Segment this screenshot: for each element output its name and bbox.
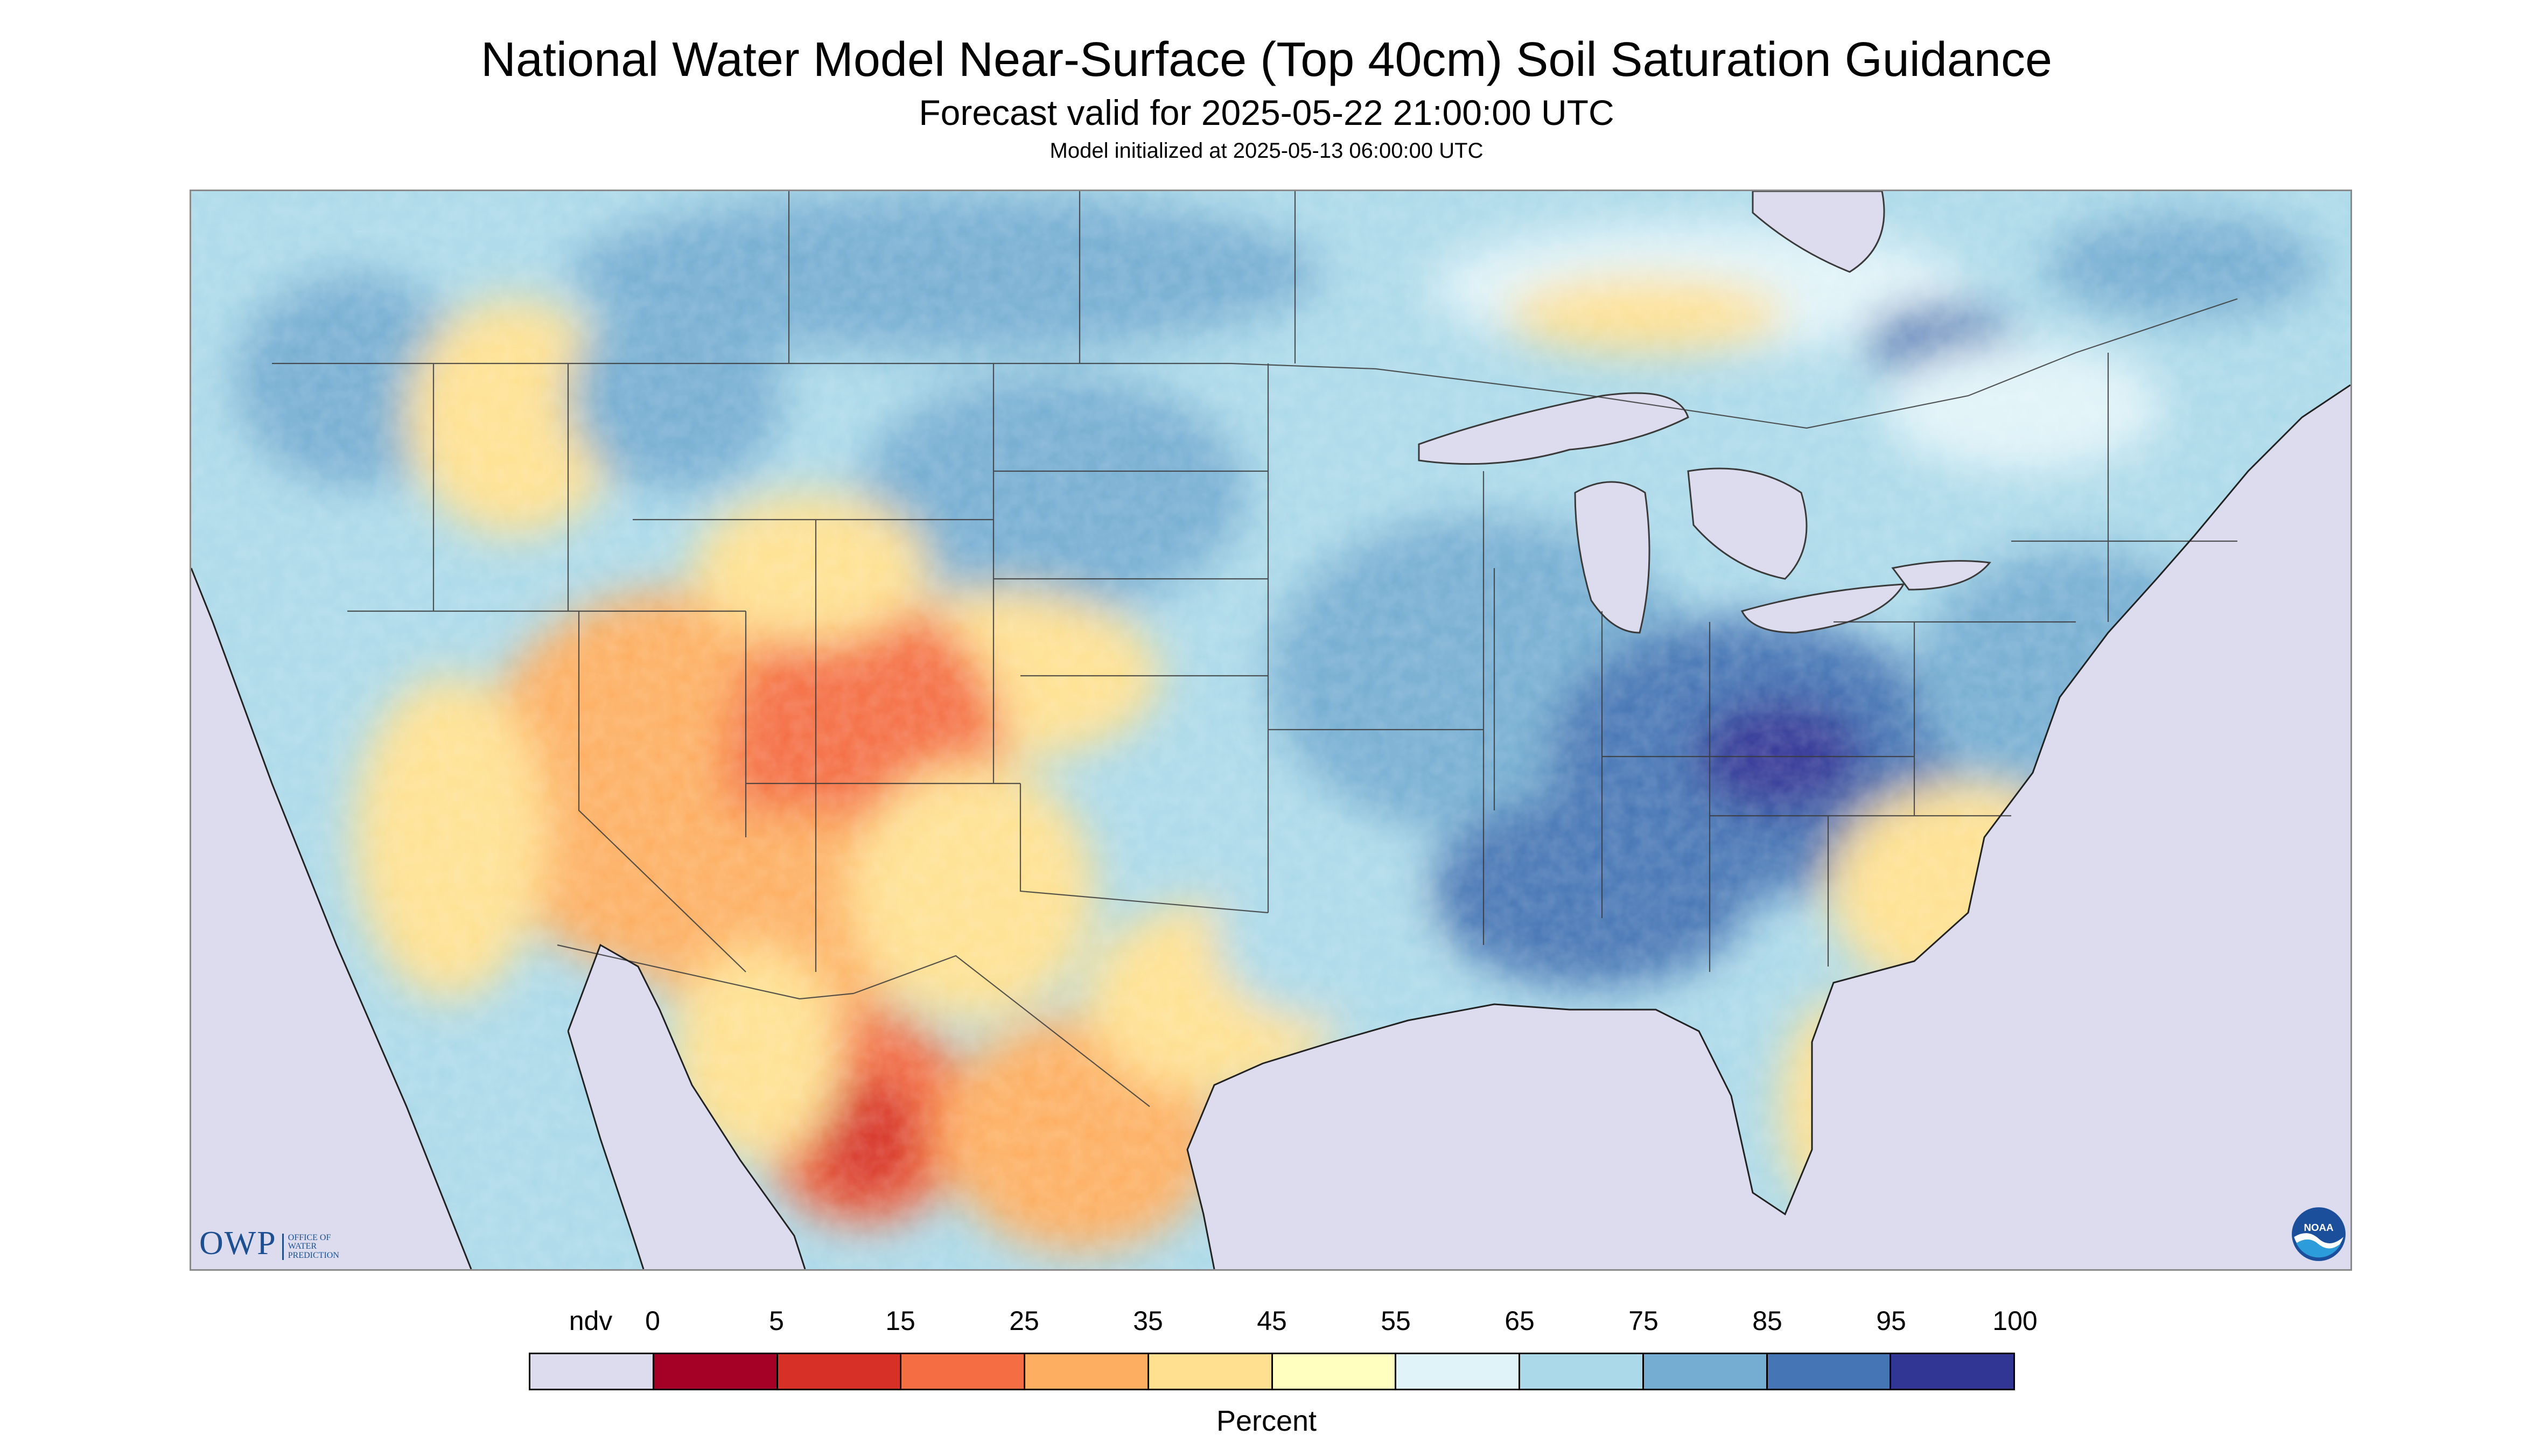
legend-swatch-0-5 — [654, 1354, 778, 1389]
great-lakes — [1418, 191, 1991, 634]
legend-tick-label: 0 — [645, 1306, 660, 1336]
legend-swatch-85-95 — [1767, 1354, 1892, 1389]
map-title: National Water Model Near-Surface (Top 4… — [480, 33, 2052, 87]
legend-labels: ndv 0 5 15 25 35 45 55 65 75 85 95 100 — [0, 1303, 2533, 1335]
legend-tick-label: 45 — [1257, 1306, 1287, 1336]
color-legend: ndv 0 5 15 25 35 45 55 65 75 85 95 100 Percent — [0, 1303, 2533, 1443]
legend-tick-label: 15 — [885, 1306, 915, 1336]
model-init-time: Model initialized at 2025-05-13 06:00:00… — [1049, 139, 1484, 163]
legend-swatch-35-45 — [1149, 1354, 1273, 1389]
forecast-valid-time: Forecast valid for 2025-05-22 21:00:00 U… — [919, 93, 1614, 132]
legend-unit-label: Percent — [1216, 1405, 1317, 1437]
noaa-logo-text: NOAA — [2304, 1222, 2334, 1233]
legend-tick-label: 5 — [769, 1306, 784, 1336]
legend-swatch-65-75 — [1520, 1354, 1644, 1389]
legend-colorbar — [529, 1353, 2015, 1390]
legend-swatch-15-25 — [901, 1354, 1025, 1389]
owp-logo-text: OFFICE OF WATER PREDICTION — [282, 1233, 339, 1260]
soil-saturation-map — [190, 190, 2352, 1271]
legend-tick-label: 100 — [1992, 1306, 2038, 1336]
legend-tick-label: 95 — [1876, 1306, 1906, 1336]
coastlines — [191, 384, 2350, 1269]
legend-tick-label: 75 — [1628, 1306, 1659, 1336]
legend-tick-label: 55 — [1381, 1306, 1411, 1336]
legend-swatch-ndv — [530, 1354, 654, 1389]
legend-swatch-25-35 — [1025, 1354, 1149, 1389]
noaa-logo: NOAA — [2292, 1207, 2346, 1261]
legend-swatch-55-65 — [1396, 1354, 1520, 1389]
political-borders — [272, 191, 2238, 1107]
legend-tick-label: 65 — [1505, 1306, 1535, 1336]
legend-swatch-45-55 — [1272, 1354, 1397, 1389]
legend-tick-label: 85 — [1752, 1306, 1782, 1336]
owp-logo-mark: OWP — [199, 1225, 277, 1262]
owp-logo: OWP OFFICE OF WATER PREDICTION — [199, 1222, 339, 1260]
legend-tick-label: 35 — [1133, 1306, 1163, 1336]
legend-swatch-75-85 — [1643, 1354, 1768, 1389]
legend-tick-label: 25 — [1009, 1306, 1039, 1336]
legend-swatch-95-100 — [1891, 1354, 2013, 1389]
legend-tick-label: ndv — [569, 1306, 613, 1336]
legend-swatch-5-15 — [778, 1354, 902, 1389]
